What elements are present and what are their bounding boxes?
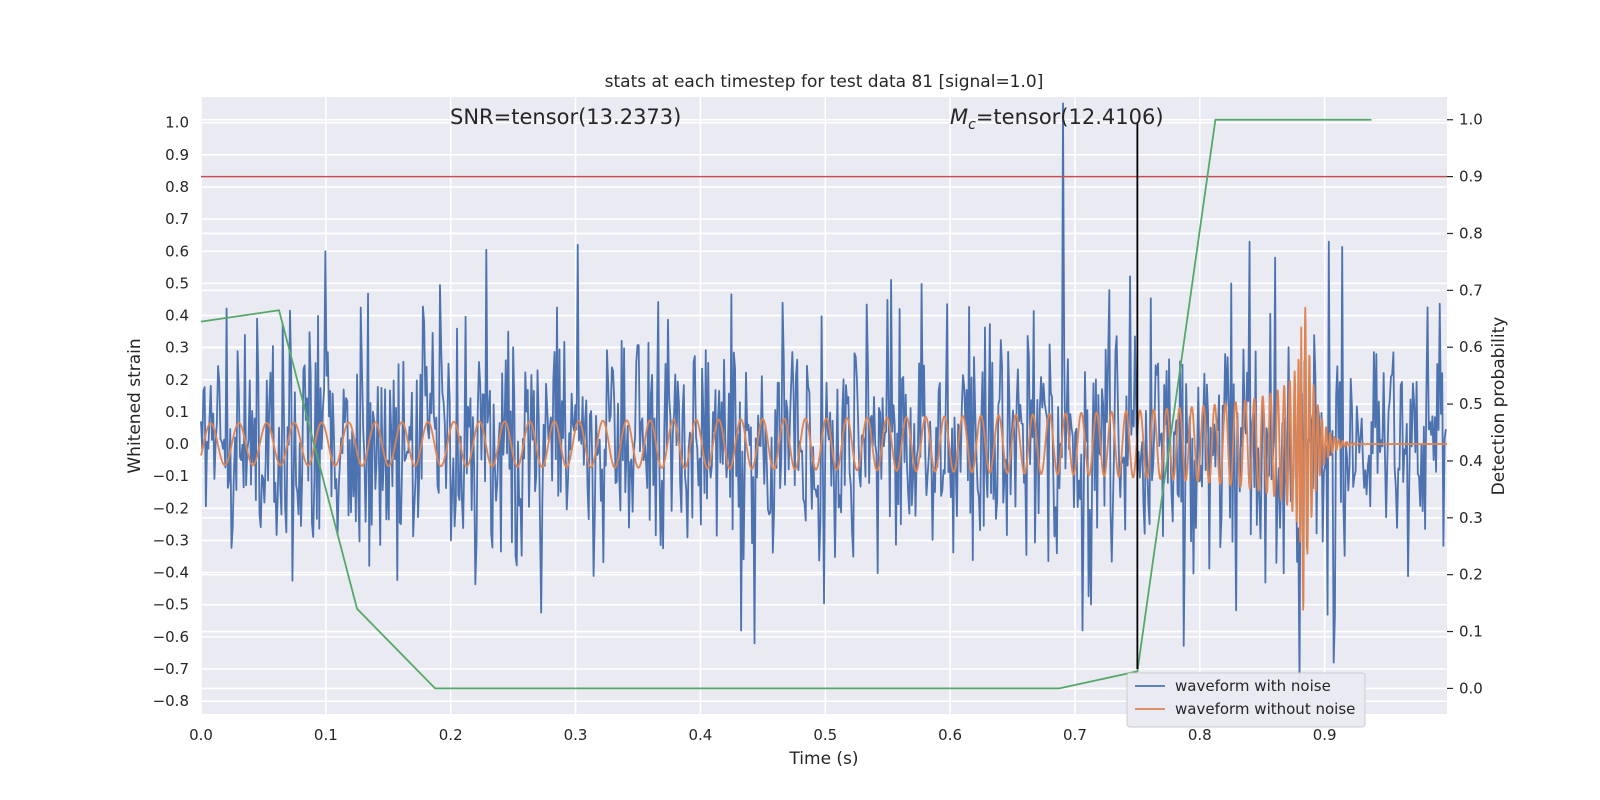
x-tick-label: 0.8 [1188, 726, 1212, 744]
y2-axis-label: Detection probability [1489, 317, 1509, 496]
y2-tick-label: 0.8 [1459, 224, 1483, 242]
y-tick-label: 0.7 [165, 210, 189, 228]
mc-subscript: c [968, 117, 976, 133]
x-tick-label: 0.5 [813, 726, 837, 744]
y-tick-label: −0.5 [153, 596, 189, 614]
y-tick-label: 0.5 [165, 274, 189, 292]
x-axis-label: Time (s) [788, 749, 858, 769]
x-tick-label: 0.4 [688, 726, 712, 744]
legend-label-waveform-without-noise: waveform without noise [1175, 700, 1355, 718]
legend-box [1126, 672, 1366, 728]
mc-value: =tensor(12.4106) [976, 105, 1164, 129]
legend-label-waveform-with-noise: waveform with noise [1175, 677, 1331, 695]
x-axis-ticks: 0.0 0.1 0.2 0.3 0.4 0.5 0.6 0.7 0.8 0.9 [189, 726, 1337, 744]
y-tick-label: −0.8 [153, 692, 189, 710]
y2-tick-label: 0.9 [1459, 168, 1483, 186]
y-tick-label: −0.4 [153, 564, 189, 582]
y-tick-label: −0.6 [153, 628, 189, 646]
y-tick-label: 0.3 [165, 339, 189, 357]
y-tick-label: 0.1 [165, 403, 189, 421]
legend: waveform with noise waveform without noi… [1126, 672, 1366, 728]
x-tick-label: 0.7 [1063, 726, 1087, 744]
y-tick-label: −0.7 [153, 660, 189, 678]
y-axis-ticks: 1.0 0.9 0.8 0.7 0.6 0.5 0.4 0.3 0.2 0.1 0.0 −0.1 −0.… [153, 114, 189, 710]
y-tick-label: 1.0 [165, 114, 189, 132]
snr-annotation: SNR=tensor(13.2373) [450, 105, 681, 129]
y2-tick-label: 0.2 [1459, 566, 1483, 584]
y2-tick-label: 0.0 [1459, 679, 1483, 697]
x-tick-label: 0.0 [189, 726, 213, 744]
x-tick-label: 0.6 [938, 726, 962, 744]
y-tick-label: 0.6 [165, 242, 189, 260]
y-tick-label: −0.1 [153, 467, 189, 485]
y-tick-label: 0.9 [165, 146, 189, 164]
y2-tick-label: 1.0 [1459, 111, 1483, 129]
y2-axis-ticks: 1.0 0.9 0.8 0.7 0.6 0.5 0.4 0.3 0.2 0.1 0.0 [1447, 111, 1483, 697]
x-tick-label: 0.1 [314, 726, 338, 744]
y2-tick-label: 0.7 [1459, 281, 1483, 299]
y2-tick-label: 0.1 [1459, 623, 1483, 641]
y-tick-label: 0.8 [165, 178, 189, 196]
x-tick-label: 0.9 [1313, 726, 1337, 744]
detection-probability-line [200, 118, 1372, 690]
y2-tick-label: 0.4 [1459, 452, 1483, 470]
y-axis-label: Whitened strain [125, 338, 145, 473]
y-tick-label: 0.0 [165, 435, 189, 453]
mc-symbol: M [950, 105, 968, 129]
y-tick-label: 0.4 [165, 307, 189, 325]
y2-tick-label: 0.3 [1459, 509, 1483, 527]
y2-tick-label: 0.5 [1459, 395, 1483, 413]
waveform-without-noise-line [200, 306, 1448, 611]
x-tick-label: 0.3 [564, 726, 588, 744]
series-detection-probability [200, 118, 1372, 690]
y-tick-label: −0.2 [153, 499, 189, 517]
mc-annotation: Mc=tensor(12.4106) [950, 105, 1164, 133]
x-tick-label: 0.2 [439, 726, 463, 744]
plot-area [201, 97, 1447, 714]
chart-title: stats at each timestep for test data 81 … [605, 72, 1044, 92]
y-tick-label: −0.3 [153, 531, 189, 549]
series-waveform-without-noise [200, 306, 1448, 611]
y2-tick-label: 0.6 [1459, 338, 1483, 356]
y-tick-label: 0.2 [165, 371, 189, 389]
